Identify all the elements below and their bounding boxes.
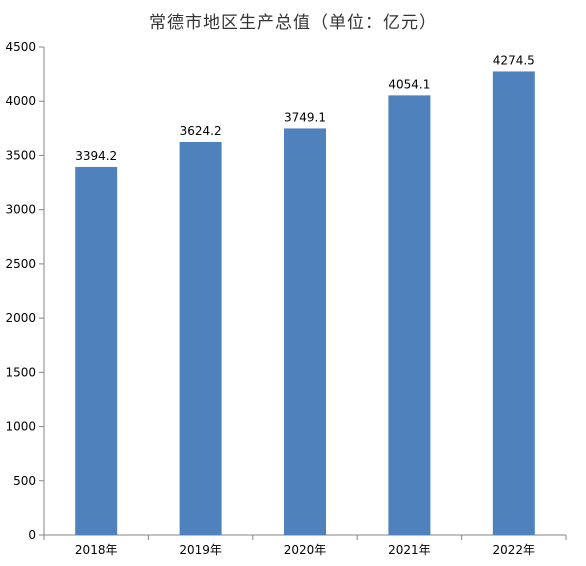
y-tick-label: 1500 (5, 365, 36, 379)
data-label: 4274.5 (493, 53, 535, 67)
data-label: 3394.2 (75, 149, 117, 163)
bars (75, 71, 535, 536)
y-tick-label: 2500 (5, 257, 36, 271)
data-label: 3749.1 (284, 110, 326, 124)
y-tick-label: 1000 (5, 420, 36, 434)
x-tick-label: 2022年 (493, 543, 536, 557)
y-tick-label: 4500 (5, 40, 36, 54)
y-tick-label: 0 (28, 528, 36, 542)
bar (179, 141, 222, 535)
y-axis: 0 500 1000 1500 2000 2500 3000 3500 4000 4500 (5, 40, 45, 542)
bar (388, 95, 431, 535)
y-tick-label: 2000 (5, 311, 36, 325)
bar (75, 166, 118, 536)
data-labels: 3394.2 3624.2 3749.1 4054.1 4274.5 (75, 53, 535, 162)
y-tick-label: 500 (13, 474, 36, 488)
chart-title: 常德市地区生产总值（单位：亿元） (149, 13, 437, 33)
y-tick-label: 4000 (5, 94, 36, 108)
data-label: 3624.2 (180, 124, 222, 138)
x-tick-label: 2018年 (75, 543, 118, 557)
x-tick-label: 2019年 (179, 543, 222, 557)
bar (284, 128, 326, 535)
y-tick-label: 3500 (5, 148, 36, 162)
x-axis: 2018年 2019年 2020年 2021年 2022年 (43, 534, 567, 557)
x-tick-label: 2020年 (284, 543, 327, 557)
data-label: 4054.1 (388, 77, 430, 91)
y-tick-label: 3000 (5, 203, 36, 217)
bar (492, 71, 535, 535)
x-tick-label: 2021年 (388, 543, 431, 557)
